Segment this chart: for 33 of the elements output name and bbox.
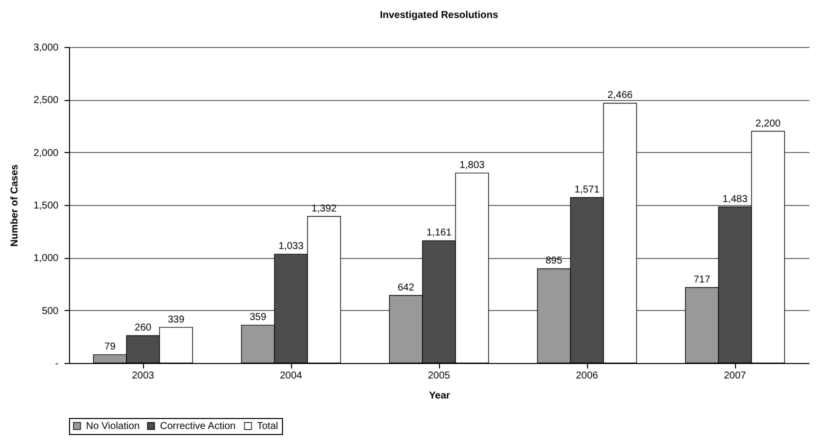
data-label: 339: [168, 314, 185, 326]
y-tick-label: -: [55, 358, 58, 370]
data-label: 260: [134, 322, 152, 334]
data-label: 642: [398, 282, 415, 294]
x-tick-label: 2003: [132, 370, 155, 382]
x-axis-title: Year: [428, 390, 450, 402]
data-label: 1,803: [460, 160, 485, 172]
x-tick-label: 2004: [280, 370, 303, 382]
y-tick-label: 2,500: [33, 95, 59, 106]
y-tick-label: 2,000: [33, 148, 59, 159]
data-label: 717: [694, 274, 711, 286]
y-tick-label: 500: [42, 306, 59, 317]
data-label: 1,483: [722, 194, 748, 205]
data-label: 895: [546, 256, 563, 267]
legend-label: Corrective Action: [160, 421, 236, 432]
data-label: 359: [250, 312, 267, 324]
y-axis-title: Number of Cases: [9, 164, 20, 247]
legend-label: Total: [257, 421, 278, 432]
data-label: 2,466: [608, 90, 633, 102]
data-label: 1,392: [312, 203, 337, 214]
data-label: 2,200: [756, 118, 781, 130]
x-tick-label: 2006: [576, 370, 599, 382]
y-tick-label: 1,000: [33, 253, 59, 264]
legend-label: No Violation: [86, 421, 140, 432]
data-label: 1,161: [426, 228, 452, 239]
x-tick-label: 2007: [724, 370, 747, 382]
y-tick-label: 1,500: [33, 200, 59, 212]
chart-title: Investigated Resolutions: [380, 10, 499, 21]
x-tick-label: 2005: [428, 370, 451, 382]
data-label: 1,033: [278, 241, 304, 252]
data-label: 1,571: [574, 184, 600, 196]
y-tick-label: 3,000: [33, 42, 59, 54]
data-label: 79: [104, 342, 116, 353]
